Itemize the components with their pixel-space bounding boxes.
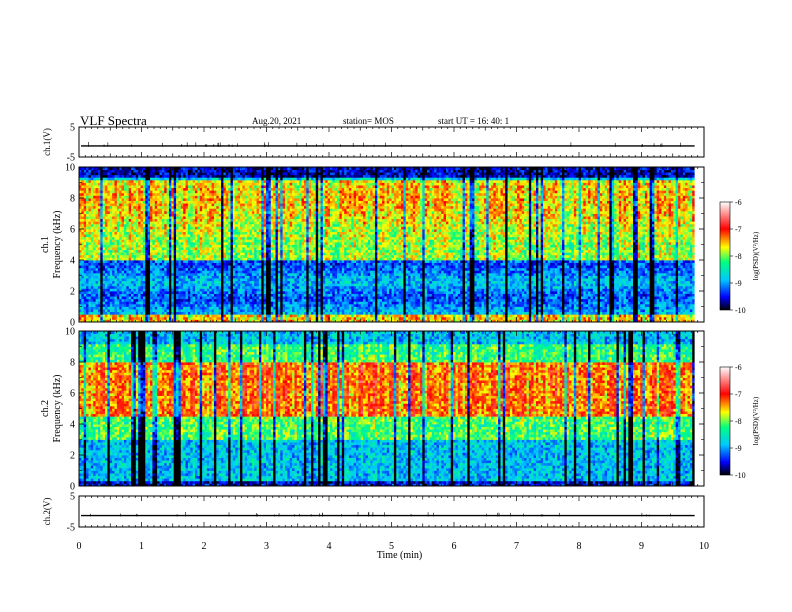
ch1-spectrogram-ytick-label: 8 xyxy=(70,194,75,205)
ch1-spectrogram-colorbar-tick: -8 xyxy=(735,252,742,261)
ch2-spectrogram-panel: 0 2 4 6 8 10 ch.2 Frequency (kHz) -6 -7 -8 -9 -10 log… xyxy=(40,327,760,493)
xtick-label: 1 xyxy=(139,541,144,552)
ch2-waveform-ylabel: ch.2(V) xyxy=(42,498,52,526)
ch1-spectrogram-colorbar-label: log(PSD)(V²/Hz) xyxy=(752,231,760,280)
ch1-spectrogram-cells xyxy=(79,167,696,323)
xtick-label: 8 xyxy=(577,541,582,552)
xtick-label: 9 xyxy=(639,541,644,552)
ch2-spectrogram-colorbar-tick: -10 xyxy=(735,471,746,480)
xtick-label: 10 xyxy=(699,541,709,552)
ch2-waveform-ytick-label: 5 xyxy=(70,492,75,503)
ch2-waveform-panel: 5 -5 ch.2(V) xyxy=(42,492,705,534)
chart-title: VLF Spectra xyxy=(80,113,147,129)
ch1-waveform-ytick-label: 5 xyxy=(70,123,75,134)
xtick-label: 7 xyxy=(514,541,519,552)
ch1-spectrogram-no-data xyxy=(694,167,704,322)
ch2-spectrogram-ytick-label: 8 xyxy=(70,358,75,369)
ch1-spectrogram-colorbar-tick: -6 xyxy=(735,198,742,207)
ch2-spectrogram-colorbar-label: log(PSD)(V²/Hz) xyxy=(752,396,760,445)
ch2-spectrogram-ytick-label: 0 xyxy=(70,482,75,493)
ch1-spectrogram-panel: 0 2 4 6 8 10 ch.1 Frequency (kHz) -6 -7 -8 -9 -10 log… xyxy=(40,163,760,329)
ch2-spectrogram-colorbar: -6 -7 -8 -9 -10 log(PSD)(V²/Hz) xyxy=(719,363,760,480)
ch1-spectrogram-ytick-label: 0 xyxy=(70,318,75,329)
ch1-spectrogram-colorbar-tick: -10 xyxy=(735,306,746,315)
ch1-waveform-ylabel: ch.1(V) xyxy=(42,128,52,156)
xtick-label: 6 xyxy=(452,541,457,552)
ch1-spectrogram-colorbar-tick: -7 xyxy=(735,225,742,234)
ch2-spectrogram-cells xyxy=(79,331,696,487)
ch1-spectrogram-ylabel: ch.1 xyxy=(40,236,51,253)
ch2-spectrogram-colorbar-tick: -7 xyxy=(735,390,742,399)
ch2-spectrogram-colorbar-tick: -9 xyxy=(735,444,742,453)
ch1-spectrogram-colorbar-tick: -9 xyxy=(735,279,742,288)
station-label: station= MOS xyxy=(343,116,394,126)
ch2-spectrogram-colorbar-tick: -6 xyxy=(735,363,742,372)
ch1-spectrogram-ytick-label: 4 xyxy=(70,256,75,267)
ch1-spectrogram-ytick-label: 6 xyxy=(70,225,75,236)
ch2-spectrogram-ytick-label: 10 xyxy=(65,327,75,338)
ch1-spectrogram-colorbar-scale xyxy=(719,201,731,311)
ch1-spectrogram-colorbar: -6 -7 -8 -9 -10 log(PSD)(V²/Hz) xyxy=(719,198,760,315)
date-label: Aug.20, 2021 xyxy=(252,116,301,126)
xtick-label: 3 xyxy=(264,541,269,552)
ch1-spectrogram-ylabel-frequency: Frequency (kHz) xyxy=(52,210,63,278)
ch2-spectrogram-ytick-label: 2 xyxy=(70,451,75,462)
xtick-label: 0 xyxy=(77,541,82,552)
ch2-spectrogram-ytick-label: 6 xyxy=(70,389,75,400)
ch2-spectrogram-ylabel: ch.2 xyxy=(40,400,51,417)
ch2-spectrogram-colorbar-scale xyxy=(719,366,731,476)
ch1-waveform-panel: 5 -5 ch.1(V) xyxy=(42,123,705,164)
ch2-spectrogram-ytick-label: 4 xyxy=(70,420,75,431)
ch2-spectrogram-no-data xyxy=(694,331,704,486)
xaxis-label: Time (min) xyxy=(377,550,422,561)
xtick-label: 2 xyxy=(202,541,207,552)
ch2-waveform-ytick-label: -5 xyxy=(67,523,75,534)
ch1-waveform-ytick-label: -5 xyxy=(67,153,75,164)
start-time-label: start UT = 16: 40: 1 xyxy=(438,116,509,126)
ch2-spectrogram-ylabel-frequency: Frequency (kHz) xyxy=(52,374,63,442)
xtick-label: 4 xyxy=(327,541,332,552)
xtick-label: 5 xyxy=(389,541,394,552)
ch1-spectrogram-ytick-label: 2 xyxy=(70,287,75,298)
ch2-spectrogram-colorbar-tick: -8 xyxy=(735,417,742,426)
ch1-spectrogram-ytick-label: 10 xyxy=(65,163,75,174)
